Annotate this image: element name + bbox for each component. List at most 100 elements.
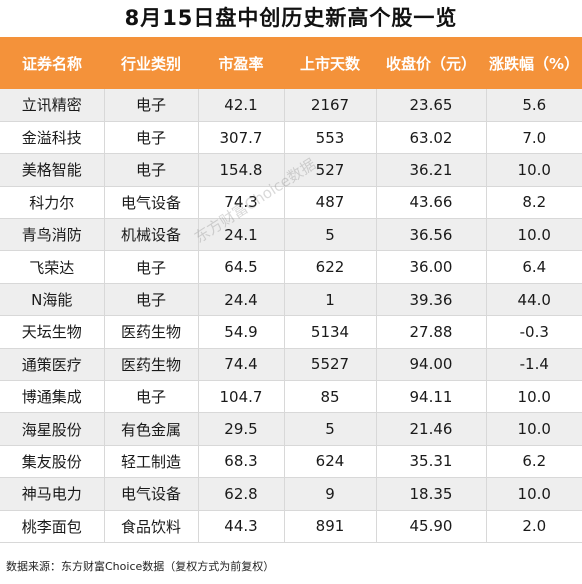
column-header-industry: 行业类别 [104, 37, 198, 89]
table-row: 海星股份 有色金属 29.5 5 21.46 10.0 [0, 412, 582, 446]
cell-security-name: 飞荣达 [0, 250, 104, 284]
cell-security-name: 美格智能 [0, 153, 104, 187]
table-row: 立讯精密 电子 42.1 2167 23.65 5.6 [0, 89, 582, 122]
cell-change-pct: 44.0 [485, 283, 582, 317]
cell-industry: 机械设备 [103, 218, 198, 252]
table-body: 立讯精密 电子 42.1 2167 23.65 5.6 金溢科技 电子 307.… [0, 89, 582, 543]
cell-listing-days: 2167 [283, 89, 376, 122]
cell-close-price: 36.00 [375, 250, 486, 284]
cell-change-pct: 6.2 [485, 445, 582, 479]
cell-pe-ratio: 64.5 [197, 250, 284, 284]
cell-close-price: 35.31 [375, 445, 486, 479]
cell-industry: 电子 [103, 250, 198, 284]
cell-security-name: 海星股份 [0, 412, 104, 446]
page-title: 8月15日盘中创历史新高个股一览 [124, 6, 458, 30]
table-row: 青鸟消防 机械设备 24.1 5 36.56 10.0 [0, 218, 582, 252]
cell-industry: 电子 [103, 121, 198, 155]
cell-change-pct: 5.6 [485, 89, 582, 122]
cell-security-name: 集友股份 [0, 445, 104, 479]
cell-close-price: 18.35 [375, 477, 486, 511]
table-row: 金溢科技 电子 307.7 553 63.02 7.0 [0, 121, 582, 155]
data-source-note: 数据来源：东方财富Choice数据（复权方式为前复权） [6, 560, 275, 573]
cell-security-name: 天坛生物 [0, 315, 104, 349]
cell-pe-ratio: 104.7 [197, 380, 284, 414]
cell-listing-days: 527 [283, 153, 376, 187]
cell-close-price: 94.00 [375, 348, 486, 382]
cell-security-name: 神马电力 [0, 477, 104, 511]
stock-table: 证券名称 行业类别 市盈率 上市天数 收盘价（元） 涨跌幅（%） 立讯精密 电子… [0, 37, 582, 543]
cell-listing-days: 5527 [283, 348, 376, 382]
cell-pe-ratio: 29.5 [197, 412, 284, 446]
cell-security-name: N海能 [0, 283, 104, 317]
cell-change-pct: -0.3 [485, 315, 582, 349]
table-row: 飞荣达 电子 64.5 622 36.00 6.4 [0, 250, 582, 284]
cell-industry: 电子 [103, 283, 198, 317]
cell-pe-ratio: 24.4 [197, 283, 284, 317]
cell-listing-days: 487 [283, 186, 376, 220]
cell-security-name: 通策医疗 [0, 348, 104, 382]
table-row: 科力尔 电气设备 74.3 487 43.66 8.2 [0, 186, 582, 220]
cell-listing-days: 9 [283, 477, 376, 511]
table-row: 美格智能 电子 154.8 527 36.21 10.0 [0, 153, 582, 187]
cell-industry: 有色金属 [103, 412, 198, 446]
column-header-close-price: 收盘价（元） [376, 37, 486, 89]
cell-industry: 电气设备 [103, 186, 198, 220]
cell-pe-ratio: 154.8 [197, 153, 284, 187]
cell-close-price: 94.11 [375, 380, 486, 414]
column-header-pe-ratio: 市盈率 [198, 37, 284, 89]
cell-pe-ratio: 44.3 [197, 510, 284, 543]
cell-pe-ratio: 24.1 [197, 218, 284, 252]
table-row: N海能 电子 24.4 1 39.36 44.0 [0, 283, 582, 317]
cell-industry: 电子 [103, 89, 198, 122]
cell-industry: 电子 [103, 153, 198, 187]
cell-change-pct: 2.0 [485, 510, 582, 543]
cell-change-pct: 7.0 [485, 121, 582, 155]
cell-close-price: 27.88 [375, 315, 486, 349]
cell-industry: 医药生物 [103, 315, 198, 349]
column-header-listing-days: 上市天数 [284, 37, 376, 89]
cell-pe-ratio: 68.3 [197, 445, 284, 479]
table-row: 神马电力 电气设备 62.8 9 18.35 10.0 [0, 477, 582, 511]
cell-close-price: 21.46 [375, 412, 486, 446]
cell-security-name: 桃李面包 [0, 510, 104, 543]
cell-change-pct: 10.0 [485, 412, 582, 446]
table-row: 桃李面包 食品饮料 44.3 891 45.90 2.0 [0, 510, 582, 543]
cell-security-name: 立讯精密 [0, 89, 104, 122]
cell-listing-days: 891 [283, 510, 376, 543]
cell-close-price: 63.02 [375, 121, 486, 155]
column-header-change-pct: 涨跌幅（%） [486, 37, 582, 89]
cell-pe-ratio: 62.8 [197, 477, 284, 511]
table-row: 博通集成 电子 104.7 85 94.11 10.0 [0, 380, 582, 414]
cell-listing-days: 553 [283, 121, 376, 155]
cell-change-pct: 10.0 [485, 477, 582, 511]
cell-close-price: 36.56 [375, 218, 486, 252]
cell-close-price: 23.65 [375, 89, 486, 122]
cell-change-pct: 10.0 [485, 218, 582, 252]
cell-industry: 轻工制造 [103, 445, 198, 479]
cell-listing-days: 5 [283, 412, 376, 446]
table-header: 证券名称 行业类别 市盈率 上市天数 收盘价（元） 涨跌幅（%） [0, 37, 582, 89]
cell-change-pct: 10.0 [485, 153, 582, 187]
cell-pe-ratio: 54.9 [197, 315, 284, 349]
cell-pe-ratio: 42.1 [197, 89, 284, 122]
cell-security-name: 博通集成 [0, 380, 104, 414]
cell-change-pct: -1.4 [485, 348, 582, 382]
cell-pe-ratio: 74.4 [197, 348, 284, 382]
cell-listing-days: 85 [283, 380, 376, 414]
cell-security-name: 金溢科技 [0, 121, 104, 155]
cell-change-pct: 6.4 [485, 250, 582, 284]
cell-industry: 电子 [103, 380, 198, 414]
cell-listing-days: 1 [283, 283, 376, 317]
table-row: 通策医疗 医药生物 74.4 5527 94.00 -1.4 [0, 348, 582, 382]
cell-industry: 医药生物 [103, 348, 198, 382]
cell-industry: 食品饮料 [103, 510, 198, 543]
cell-close-price: 39.36 [375, 283, 486, 317]
cell-close-price: 43.66 [375, 186, 486, 220]
cell-close-price: 36.21 [375, 153, 486, 187]
table-row: 集友股份 轻工制造 68.3 624 35.31 6.2 [0, 445, 582, 479]
column-header-security-name: 证券名称 [0, 37, 104, 89]
cell-pe-ratio: 307.7 [197, 121, 284, 155]
cell-change-pct: 10.0 [485, 380, 582, 414]
header-row: 证券名称 行业类别 市盈率 上市天数 收盘价（元） 涨跌幅（%） [0, 37, 582, 89]
cell-industry: 电气设备 [103, 477, 198, 511]
